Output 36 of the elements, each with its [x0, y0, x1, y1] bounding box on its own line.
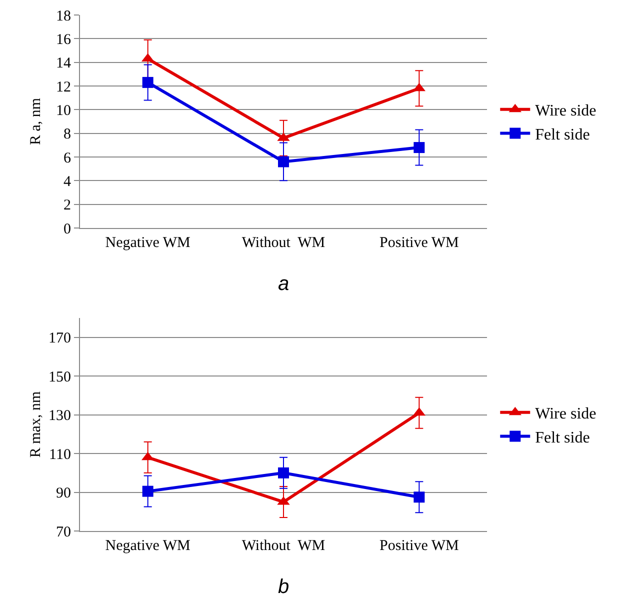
- legend-label: Felt side: [535, 126, 590, 144]
- y-tick-label: 130: [48, 408, 71, 424]
- y-tick-label: 90: [56, 486, 71, 502]
- y-tick-label: 12: [56, 79, 71, 96]
- y-tick-label: 10: [56, 102, 71, 119]
- y-tick-label: 150: [48, 369, 71, 386]
- point: [142, 76, 154, 88]
- y-tick-label: 0: [64, 221, 71, 238]
- legend-label: Wire side: [535, 406, 596, 423]
- point: [414, 492, 425, 503]
- point: [414, 142, 425, 154]
- point: [278, 156, 289, 168]
- y-tick-label: 18: [56, 8, 71, 24]
- y-tick-label: 2: [64, 198, 71, 214]
- x-tick-label: Positive WM: [380, 235, 459, 251]
- x-tick-label: Without WM: [242, 235, 326, 251]
- x-tick-label: Without WM: [242, 538, 326, 554]
- y-tick-label: 16: [56, 32, 72, 48]
- y-tick-label: 170: [48, 330, 71, 347]
- y-tick-label: 110: [49, 446, 71, 463]
- point: [278, 467, 289, 478]
- y-tick-label: 14: [56, 56, 72, 72]
- legend-label: Wire side: [535, 102, 596, 120]
- legend-label: Felt side: [535, 429, 590, 446]
- x-tick-label: Negative WM: [105, 235, 190, 251]
- y-tick-label: 6: [64, 150, 72, 166]
- y-axis-title: R a, nm: [28, 98, 44, 146]
- text: b: [278, 576, 290, 598]
- y-tick-label: 8: [64, 126, 71, 143]
- y-tick-label: 4: [64, 174, 72, 190]
- y-axis-title: R max, nm: [28, 391, 44, 458]
- y-tick-label: 70: [56, 524, 71, 540]
- point: [142, 486, 154, 497]
- x-tick-label: Negative WM: [105, 538, 190, 554]
- text: a: [278, 273, 290, 295]
- x-tick-label: Positive WM: [380, 538, 459, 554]
